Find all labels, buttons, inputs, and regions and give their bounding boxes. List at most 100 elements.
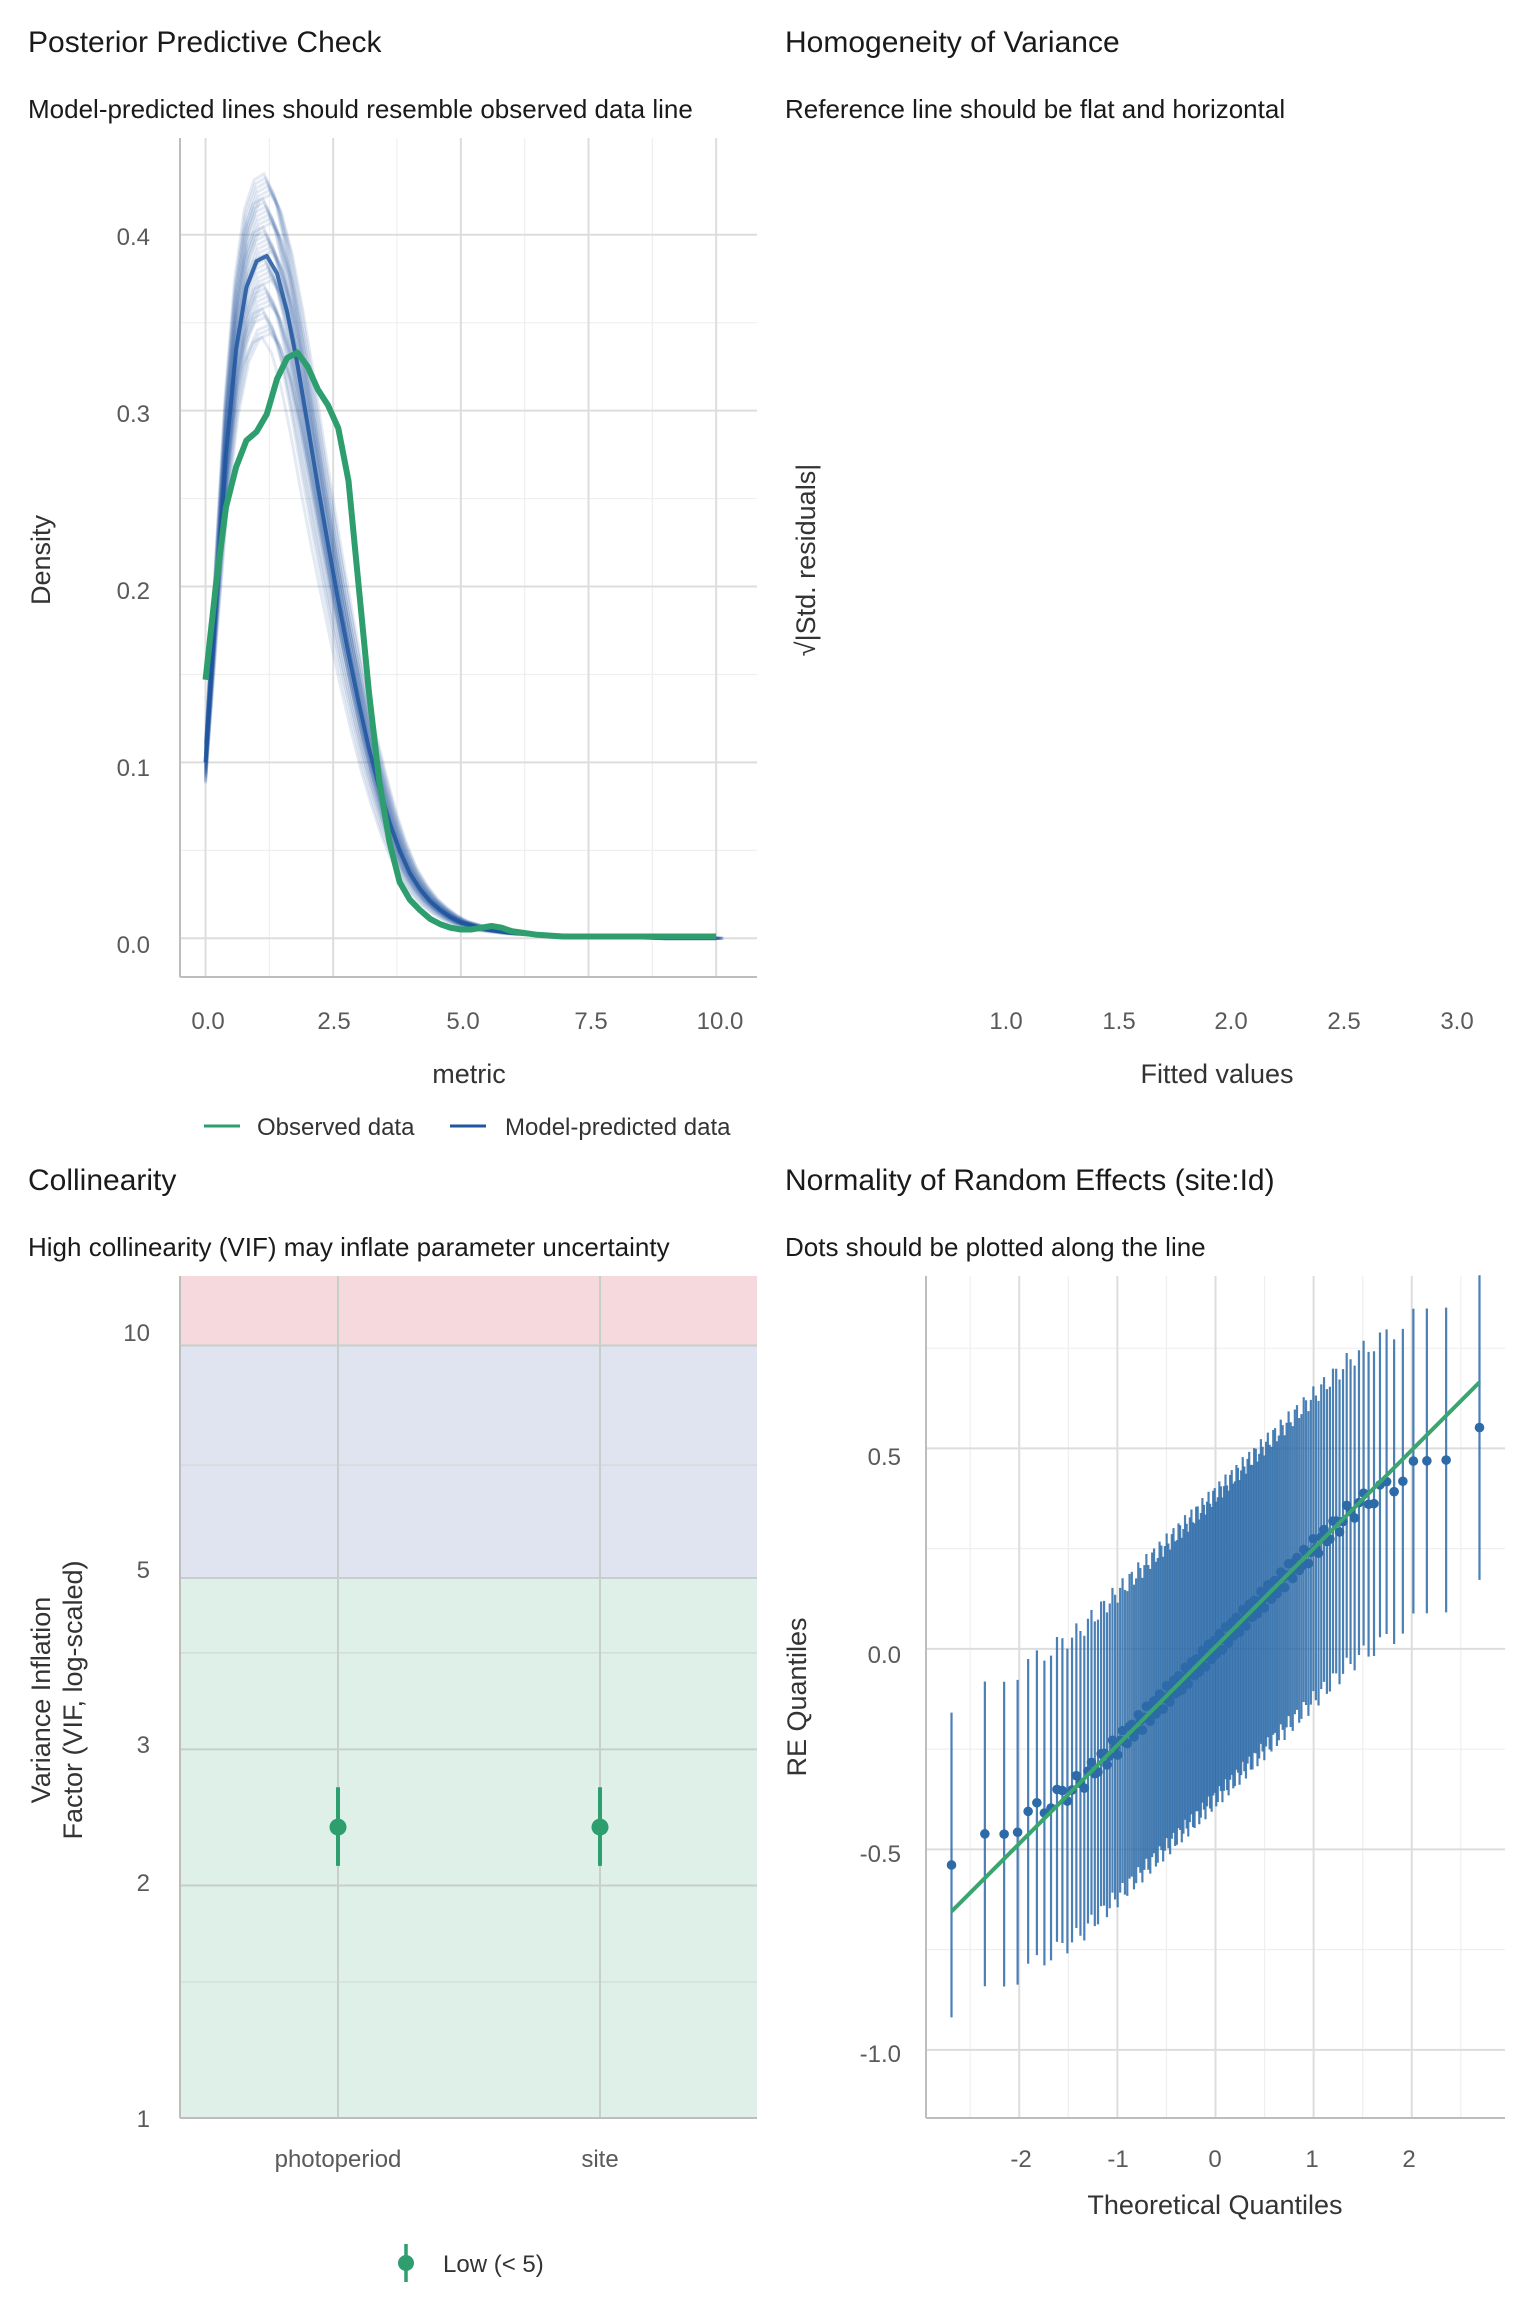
qq-plot-area (925, 1275, 1505, 2119)
vif-x-tick-site: site (581, 2146, 618, 2173)
ppc-title: Posterior Predictive Check (28, 26, 382, 59)
vif-band-1 (180, 1345, 757, 1579)
qq-point-40 (1145, 1716, 1156, 1727)
qq-point-159 (1474, 1422, 1485, 1433)
qq-point-2 (999, 1829, 1009, 1839)
qq-point-36 (1137, 1725, 1148, 1735)
vif-band-0 (180, 1578, 757, 2118)
qq-point-99 (1241, 1621, 1251, 1631)
ppc-predicted-draw-line-10 (204, 331, 723, 940)
qq-point-62 (1183, 1679, 1194, 1689)
qq-x-tick-0: -2 (1010, 2146, 1031, 2173)
vif-y-axis-title-line2: Factor (VIF, log-scaled) (58, 1560, 88, 1839)
qq-point-143 (1334, 1527, 1345, 1537)
ppc-y-tick-0: 0.0 (117, 932, 150, 959)
ppc-subtitle: Model-predicted lines should resemble ob… (28, 94, 693, 124)
qq-title: Normality of Random Effects (site:Id) (785, 1164, 1275, 1197)
qq-x-tick-3: 1 (1305, 2146, 1318, 2173)
qq-point-51 (1165, 1697, 1175, 1707)
qq-point-125 (1287, 1573, 1298, 1584)
hov-x-tick-4: 3.0 (1440, 1008, 1473, 1035)
qq-point-156 (1408, 1456, 1419, 1466)
vif-y-tick-4: 10 (123, 1320, 150, 1347)
ppc-predicted-draw-line-20 (204, 327, 720, 940)
qq-y-tick-0: -1.0 (860, 2041, 901, 2068)
qq-point-138 (1319, 1524, 1329, 1535)
qq-point-73 (1200, 1662, 1211, 1672)
qq-point-158 (1441, 1455, 1451, 1465)
ppc-x-tick-4: 10.0 (697, 1008, 744, 1035)
hov-y-axis-title: √|Std. residuals| (791, 464, 821, 656)
ppc-predicted-draw-line-0 (204, 335, 709, 940)
vif-subtitle: High collinearity (VIF) may inflate para… (28, 1232, 670, 1262)
ppc-y-tick-2: 0.2 (117, 578, 150, 605)
ppc-legend: Observed data Model-predicted data (204, 1114, 731, 1141)
vif-y-tick-0: 1 (137, 2106, 150, 2133)
ppc-x-tick-3: 7.5 (574, 1008, 607, 1035)
qq-point-1 (980, 1829, 990, 1839)
qq-point-88 (1223, 1638, 1234, 1648)
qq-point-147 (1349, 1513, 1360, 1523)
ppc-predicted-draw-line-29 (204, 307, 709, 940)
vif-y-axis-title-line1: Variance Inflation (26, 1597, 56, 1804)
qq-x-tick-1: -1 (1107, 2146, 1128, 2173)
vif-title: Collinearity (28, 1164, 176, 1197)
qq-y-axis-title: RE Quantiles (782, 1617, 812, 1776)
qq-point-29 (1122, 1738, 1133, 1749)
qq-point-155 (1398, 1476, 1408, 1487)
vif-plot-area (179, 1276, 757, 2119)
qq-y-tick-1: -0.5 (860, 1841, 901, 1868)
qq-point-95 (1234, 1627, 1245, 1638)
panel-normality-random-effects: Normality of Random Effects (site:Id) Do… (782, 1164, 1505, 2220)
ppc-y-tick-3: 0.3 (117, 401, 150, 428)
panel-collinearity: Collinearity High collinearity (VIF) may… (26, 1164, 757, 2282)
hov-x-axis-title: Fitted values (1140, 1059, 1293, 1089)
legend-predicted-label: Model-predicted data (505, 1114, 731, 1141)
qq-y-tick-3: 0.5 (868, 1444, 901, 1471)
hov-x-tick-0: 1.0 (989, 1008, 1022, 1035)
vif-x-tick-photoperiod: photoperiod (275, 2146, 402, 2173)
vif-legend: Low (< 5) (398, 2244, 544, 2282)
hov-title: Homogeneity of Variance (785, 26, 1120, 59)
qq-reference-line (950, 1380, 1481, 1913)
qq-x-tick-4: 2 (1402, 2146, 1415, 2173)
qq-point-106 (1252, 1609, 1263, 1619)
vif-y-tick-2: 3 (137, 1732, 150, 1759)
hov-x-tick-2: 2.0 (1214, 1008, 1247, 1035)
ppc-predicted-draw-line-19 (204, 311, 711, 940)
qq-point-58 (1176, 1685, 1187, 1695)
qq-x-tick-2: 0 (1208, 2146, 1221, 2173)
qq-point-154 (1389, 1486, 1399, 1497)
legend-low-label: Low (< 5) (443, 2251, 544, 2278)
qq-y-tick-2: 0.0 (868, 1642, 901, 1669)
qq-point-110 (1259, 1603, 1270, 1613)
vif-point-site (591, 1818, 609, 1836)
qq-point-127 (1292, 1552, 1302, 1563)
ppc-y-axis-title: Density (26, 514, 56, 605)
qq-point-136 (1313, 1548, 1324, 1558)
qq-point-5 (1032, 1797, 1042, 1808)
qq-point-4 (1023, 1806, 1033, 1817)
ppc-predicted-draw-line-25 (204, 241, 719, 940)
ppc-x-tick-1: 2.5 (317, 1008, 350, 1035)
qq-point-134 (1308, 1533, 1319, 1544)
hov-subtitle: Reference line should be flat and horizo… (785, 94, 1285, 124)
qq-point-0 (946, 1860, 957, 1870)
model-predicted-data-line (203, 253, 717, 941)
vif-y-tick-1: 2 (137, 1870, 150, 1897)
qq-point-3 (1012, 1827, 1023, 1838)
qq-point-12 (1071, 1770, 1082, 1781)
qq-subtitle: Dots should be plotted along the line (785, 1232, 1206, 1262)
panel-homogeneity-of-variance: Homogeneity of Variance Reference line s… (785, 26, 1474, 1089)
vif-y-tick-3: 5 (137, 1557, 150, 1584)
qq-point-121 (1279, 1582, 1290, 1593)
qq-point-14 (1079, 1783, 1090, 1793)
ppc-x-tick-2: 5.0 (446, 1008, 479, 1035)
ppc-y-tick-1: 0.1 (117, 755, 150, 782)
qq-point-9 (1057, 1785, 1068, 1796)
qq-point-151 (1369, 1498, 1379, 1509)
legend-observed-label: Observed data (257, 1114, 415, 1141)
qq-point-16 (1086, 1757, 1097, 1768)
panel-posterior-predictive-check: Posterior Predictive Check Model-predict… (26, 26, 757, 1141)
